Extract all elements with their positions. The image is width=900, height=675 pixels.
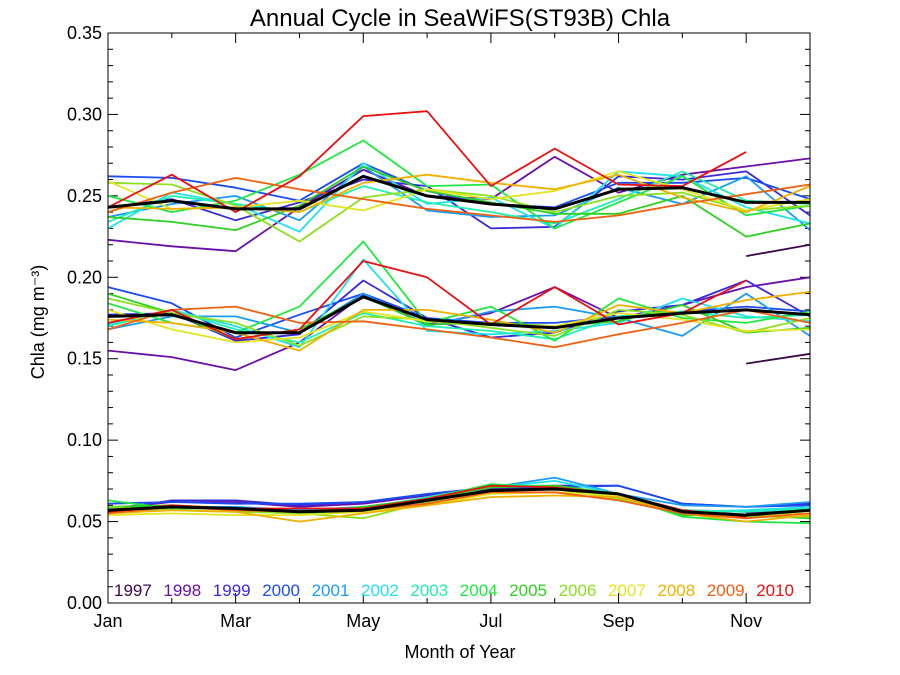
series-2001-median-line	[107, 292, 811, 337]
series-layer	[107, 110, 811, 525]
legend-item-2009: 2009	[707, 581, 745, 600]
legend-item-1997: 1997	[114, 581, 152, 600]
x-tick-label: May	[346, 611, 380, 631]
legend-item-1999: 1999	[213, 581, 251, 600]
y-tick-label: 0.20	[67, 267, 102, 287]
legend-item-2010: 2010	[756, 581, 794, 600]
legend: 1997 1998 1999 2000 2001 2002 2003 2004 2005 2006…	[114, 581, 794, 600]
y-axis-label: Chla (mg m⁻³)	[28, 265, 48, 380]
legend-item-2001: 2001	[312, 581, 350, 600]
x-tick-label: Mar	[220, 611, 251, 631]
series-1997-upper-line	[746, 243, 811, 257]
y-tick-label: 0.35	[67, 23, 102, 43]
mean-upper-line	[107, 174, 810, 211]
x-tick-label: Sep	[603, 611, 635, 631]
legend-item-2003: 2003	[410, 581, 448, 600]
series-1997-median-line	[746, 352, 811, 365]
x-tick-label: Jan	[93, 611, 122, 631]
y-tick-label: 0.30	[67, 104, 102, 124]
series-2010-upper-line	[107, 110, 747, 214]
series-2010-median-line	[107, 260, 747, 341]
y-tick-label: 0.05	[67, 512, 102, 532]
y-tick-label: 0.10	[67, 430, 102, 450]
x-tick-label: Nov	[730, 611, 762, 631]
series-2009-median-line	[107, 305, 811, 349]
y-tick-label: 0.00	[67, 593, 102, 613]
y-tick-label: 0.15	[67, 349, 102, 369]
legend-item-2000: 2000	[262, 581, 300, 600]
legend-item-1998: 1998	[163, 581, 201, 600]
chart-title: Annual Cycle in SeaWiFS(ST93B) Chla	[250, 5, 671, 32]
legend-item-2007: 2007	[608, 581, 646, 600]
legend-item-2002: 2002	[361, 581, 399, 600]
legend-item-2008: 2008	[657, 581, 695, 600]
plot-frame	[107, 32, 811, 604]
legend-item-2006: 2006	[559, 581, 597, 600]
legend-item-2005: 2005	[509, 581, 547, 600]
x-axis-label: Month of Year	[404, 642, 515, 662]
series-2006-upper-line	[107, 181, 811, 243]
mean-median-line	[107, 295, 811, 335]
x-tick-label: Jul	[479, 611, 502, 631]
axes-layer: 0.00 0.05 0.10 0.15 0.20 0.25 0.30 0.35 Jan Mar Ma…	[67, 23, 811, 631]
y-tick-label: 0.25	[67, 186, 102, 206]
mean-lower-line	[107, 487, 811, 517]
series-2009-upper-line	[107, 176, 811, 223]
legend-item-2004: 2004	[460, 581, 498, 600]
